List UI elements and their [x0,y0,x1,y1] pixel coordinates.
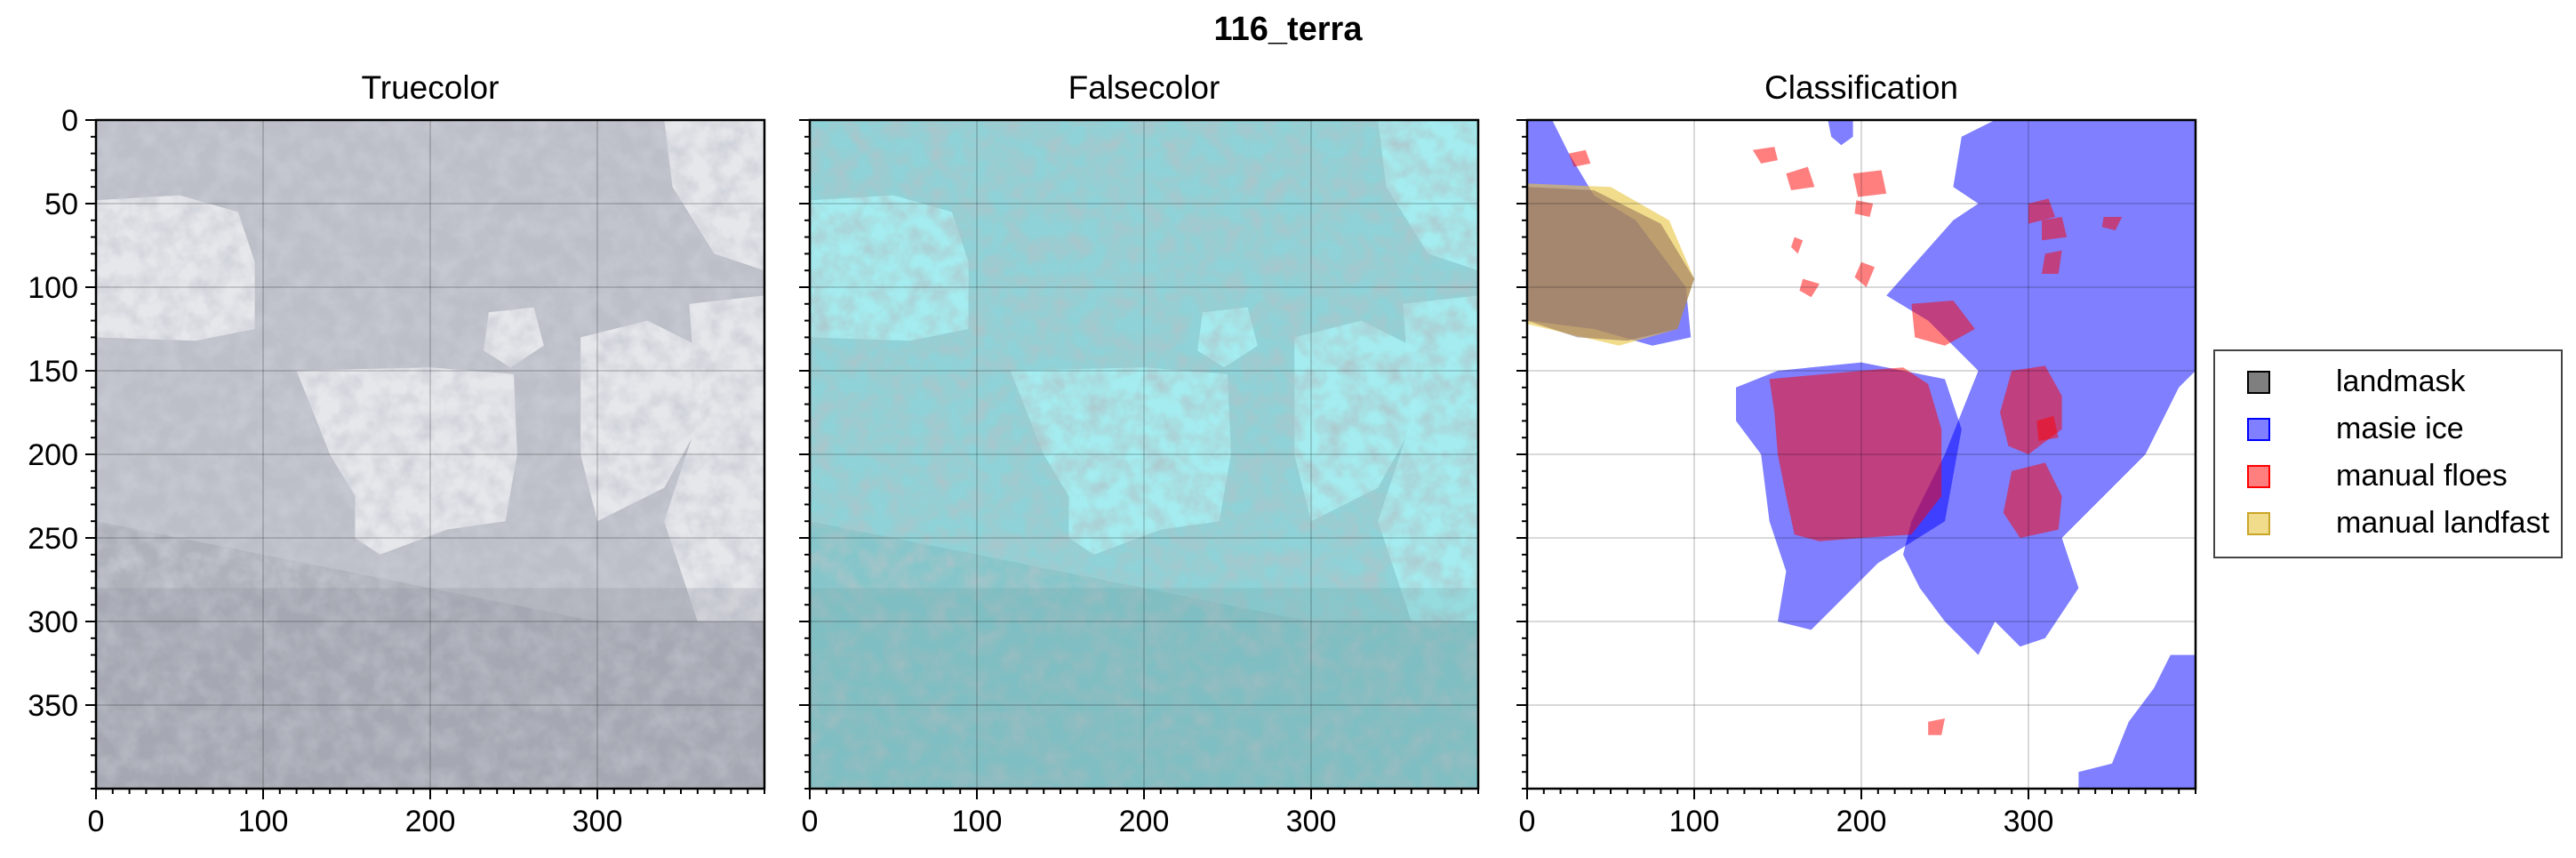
legend-label-masie-ice: masie ice [2336,412,2464,445]
panel-title-classification: Classification [1764,69,1958,106]
y-tick-label: 150 [28,355,78,389]
manual-floe-region [1854,261,1875,287]
legend-label-manual-floes: manual floes [2336,459,2508,493]
manual-floe-region [1769,367,1942,541]
manual-floe-region [2036,415,2059,441]
y-tick-label: 200 [28,438,78,472]
image-texture [96,120,764,789]
panel-falsecolor: 0 100 200 300 [799,118,1480,838]
manual-floe-region [2042,217,2068,241]
x-tick-label: 200 [1836,805,1887,838]
y-tick-label: 100 [28,271,78,305]
panel-image [810,120,1478,789]
x-tick-label: 300 [572,805,623,838]
x-tick-label: 300 [2004,805,2054,838]
panel-truecolor: 0 100 200 300 0 50 100 150 200 250 300 350 [28,104,766,838]
panel-image [96,120,764,789]
legend-swatch-manual-floes [2247,465,2270,488]
image-lower-shade [96,588,764,789]
manual-floe-region [2003,462,2062,538]
y-tick-label: 350 [28,689,78,723]
y-tick-label: 300 [28,605,78,639]
y-tick-label: 0 [61,104,78,138]
legend-swatch-landmask [2247,371,2270,394]
manual-floe-region [1928,718,1945,735]
landmask-region [1527,187,1694,341]
image-texture [810,120,1478,789]
panel-title-falsecolor: Falsecolor [1068,69,1220,106]
image-lower-shade [810,588,1478,789]
y-tick-label: 50 [44,188,78,221]
x-tick-label: 100 [238,805,289,838]
manual-floe-region [1852,170,1887,197]
masie-ice-region [1828,120,1853,146]
legend-swatch-manual-landfast [2247,512,2270,535]
manual-floe-region [1911,301,1975,346]
x-tick-label: 0 [802,805,819,838]
legend: landmask masie ice manual floes manual l… [2213,349,2563,558]
y-tick-label: 250 [28,522,78,556]
x-tick-label: 0 [1519,805,1536,838]
x-tick-label: 100 [1669,805,1720,838]
panel-image [1527,120,2196,789]
x-tick-label: 200 [405,805,456,838]
x-tick-label: 300 [1286,805,1337,838]
manual-floe-region [2101,217,2123,231]
manual-floe-region [1569,149,1591,167]
figure-title: 116_terra [1213,11,1363,48]
legend-label-manual-landfast: manual landfast [2336,506,2550,540]
manual-floe-region [1799,278,1820,298]
manual-floe-region [1854,200,1874,217]
manual-floe-region [1752,147,1778,164]
legend-label-landmask: landmask [2336,365,2466,398]
manual-floe-region [1791,237,1804,254]
x-tick-label: 0 [88,805,105,838]
manual-floe-region [1786,166,1815,190]
manual-floe-region [2028,198,2056,224]
panel-classification: 0 100 200 300 [1516,118,2197,838]
x-tick-label: 200 [1119,805,1170,838]
masie-ice-region [2078,654,2196,789]
x-tick-label: 100 [952,805,1003,838]
panel-title-truecolor: Truecolor [361,69,500,106]
manual-floe-region [2042,250,2062,274]
legend-swatch-masie-ice [2247,418,2270,441]
